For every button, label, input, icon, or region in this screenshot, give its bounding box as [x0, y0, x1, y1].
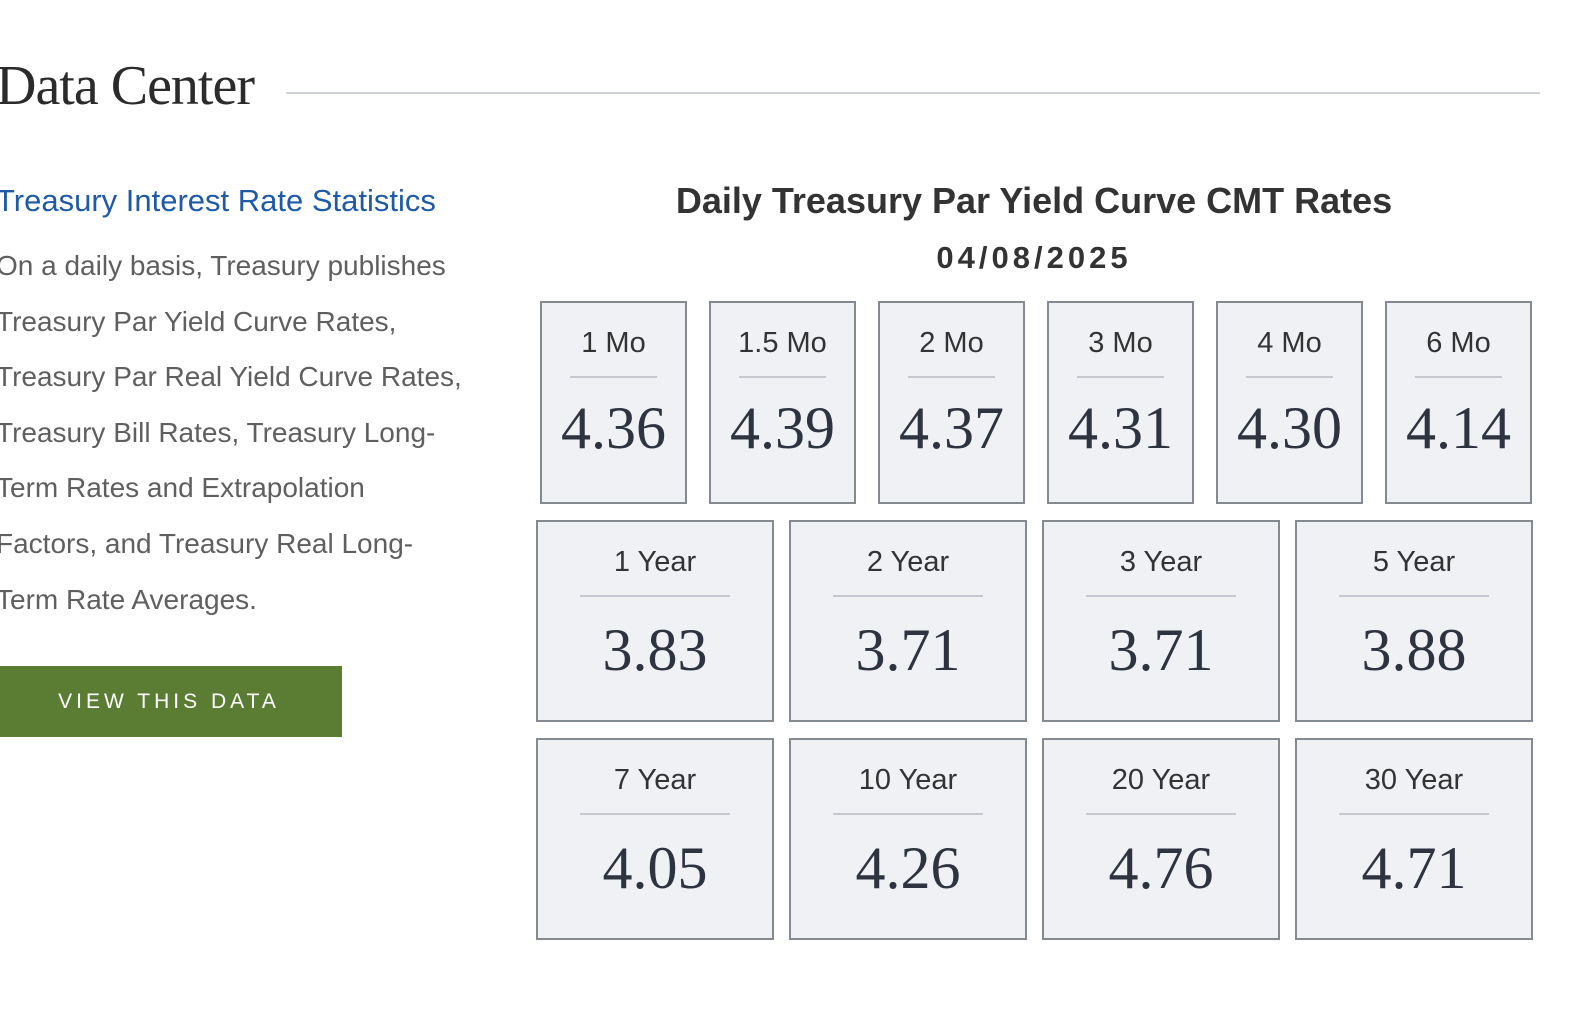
rate-tile-divider [908, 376, 995, 378]
rate-tile-value: 4.05 [602, 835, 708, 901]
rate-tile-label: 3 Mo [1088, 327, 1153, 359]
rate-tile-value: 4.26 [855, 835, 961, 901]
rate-tile-label: 1.5 Mo [738, 327, 827, 359]
rate-tile-divider [580, 595, 730, 597]
rate-tile-divider [833, 813, 983, 815]
rate-tile-3-mo: 3 Mo 4.31 [1047, 301, 1194, 504]
rate-tile-value: 3.83 [602, 617, 708, 683]
rate-tile-label: 4 Mo [1257, 327, 1322, 359]
rate-tile-value: 4.14 [1406, 395, 1511, 461]
rate-tile-divider [1246, 376, 1333, 378]
rate-tile-label: 1 Year [613, 546, 697, 578]
rate-tile-value: 3.71 [1108, 617, 1214, 683]
rate-tile-divider [580, 813, 730, 815]
rate-tile-divider [1339, 813, 1489, 815]
rate-tile-label: 20 Year [1111, 764, 1211, 796]
view-this-data-button[interactable]: VIEW THIS DATA [0, 666, 342, 737]
short-term-rates-row: 1 Mo 4.36 1.5 Mo 4.39 2 Mo 4.37 3 Mo 4.3… [540, 301, 1532, 504]
rate-tile-divider [1077, 376, 1164, 378]
rates-date: 04/08/2025 [936, 240, 1132, 275]
page-title: Data Center [0, 55, 255, 117]
rate-tile-divider [1339, 595, 1489, 597]
rate-tile-value: 4.37 [899, 395, 1004, 461]
header-divider [286, 92, 1540, 94]
rate-tile-divider [1415, 376, 1502, 378]
rate-tile-value: 4.36 [561, 395, 666, 461]
rate-tile-value: 4.39 [730, 395, 835, 461]
rate-tile-4-mo: 4 Mo 4.30 [1216, 301, 1363, 504]
rate-tile-label: 2 Mo [919, 327, 984, 359]
rate-tile-6-mo: 6 Mo 4.14 [1385, 301, 1532, 504]
rate-tile-label: 5 Year [1372, 546, 1456, 578]
rate-tile-2-year: 2 Year 3.71 [789, 520, 1027, 722]
rate-tile-value: 3.88 [1361, 617, 1467, 683]
rate-tile-divider [570, 376, 657, 378]
treasury-interest-rate-statistics-link[interactable]: Treasury Interest Rate Statistics [0, 183, 436, 218]
page-header: Data Center [0, 50, 1556, 124]
rate-tile-label: 2 Year [866, 546, 950, 578]
rate-tile-1-5-mo: 1.5 Mo 4.39 [709, 301, 856, 504]
rate-tile-3-year: 3 Year 3.71 [1042, 520, 1280, 722]
rate-tile-label: 7 Year [613, 764, 697, 796]
rate-tile-30-year: 30 Year 4.71 [1295, 738, 1533, 940]
rate-tile-divider [833, 595, 983, 597]
rates-title: Daily Treasury Par Yield Curve CMT Rates [675, 180, 1393, 221]
rate-tile-label: 3 Year [1119, 546, 1203, 578]
interest-rate-statistics-section: Treasury Interest Rate Statistics On a d… [0, 180, 496, 627]
rate-tile-2-mo: 2 Mo 4.37 [878, 301, 1025, 504]
rate-tile-10-year: 10 Year 4.26 [789, 738, 1027, 940]
rate-tile-value: 4.76 [1108, 835, 1214, 901]
rate-tile-label: 30 Year [1364, 764, 1464, 796]
rate-tile-1-year: 1 Year 3.83 [536, 520, 774, 722]
rate-tile-label: 6 Mo [1426, 327, 1491, 359]
rate-tile-7-year: 7 Year 4.05 [536, 738, 774, 940]
mid-term-rates-row: 1 Year 3.83 2 Year 3.71 3 Year 3.71 5 Ye… [536, 520, 1533, 722]
rate-tile-value: 4.30 [1237, 395, 1342, 461]
rate-tile-1-mo: 1 Mo 4.36 [540, 301, 687, 504]
rate-tile-divider [739, 376, 826, 378]
rate-tile-value: 4.31 [1068, 395, 1173, 461]
rate-tile-divider [1086, 595, 1236, 597]
rate-tile-value: 3.71 [855, 617, 961, 683]
rate-tile-label: 1 Mo [581, 327, 646, 359]
long-term-rates-row: 7 Year 4.05 10 Year 4.26 20 Year 4.76 30… [536, 738, 1533, 940]
rate-tile-divider [1086, 813, 1236, 815]
rate-tile-value: 4.71 [1361, 835, 1467, 901]
rate-tile-label: 10 Year [858, 764, 958, 796]
rate-tile-20-year: 20 Year 4.76 [1042, 738, 1280, 940]
section-description: On a daily basis, Treasury publishes Tre… [0, 250, 462, 615]
rate-tile-5-year: 5 Year 3.88 [1295, 520, 1533, 722]
